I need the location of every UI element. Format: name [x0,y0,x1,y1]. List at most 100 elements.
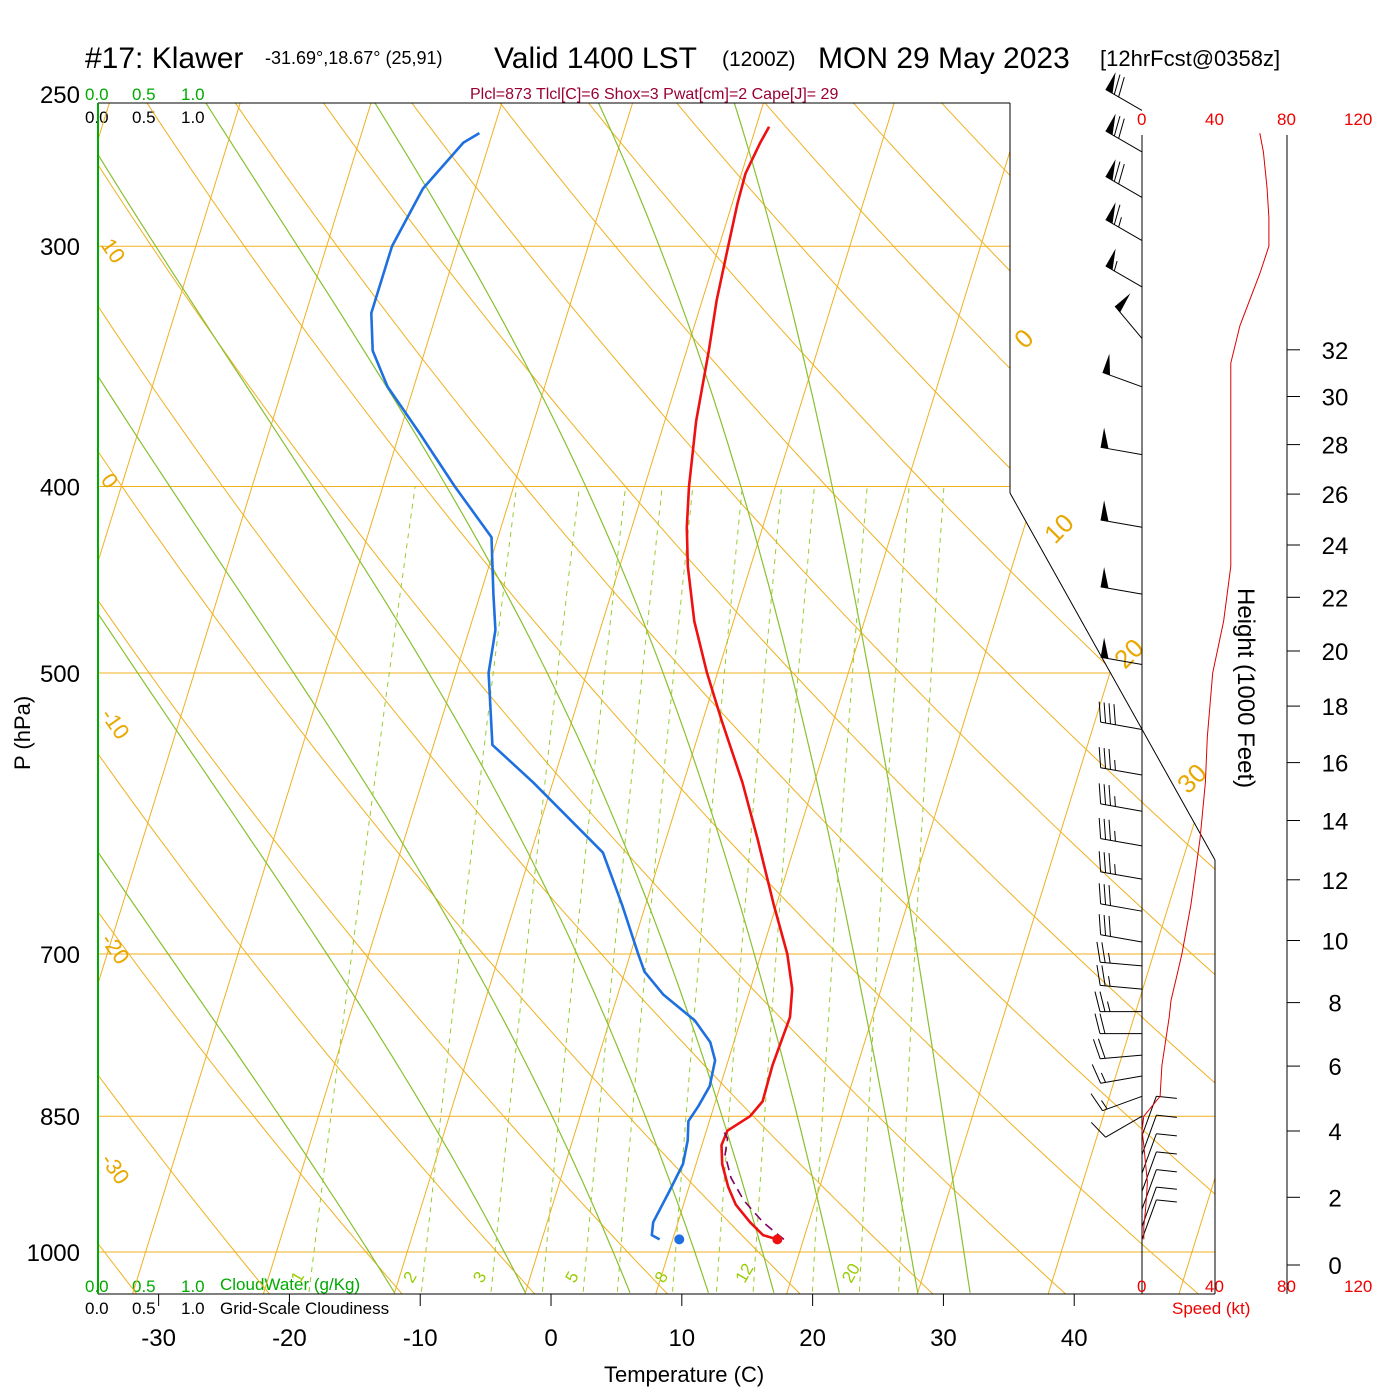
pressure-tick-300: 300 [40,234,80,261]
dry-adiabat [1162,103,1215,1294]
height-tick-22: 22 [1322,585,1349,612]
cloud-scale-green-bottom-1: 0.5 [132,1277,156,1296]
cloudwater-label: CloudWater (g/Kg) [220,1275,360,1294]
dry-adiabat [0,60,32,1332]
valid-time: Valid 1400 LST [494,42,697,75]
wind-barb [1096,964,1143,990]
wind-barb [1141,1133,1177,1174]
cloud-scale-green-bottom-2: 1.0 [181,1277,205,1296]
speed-axis-label: Speed (kt) [1172,1299,1250,1318]
cloud-scale-green-tick-2: 1.0 [181,85,205,104]
mixing-ratio-line [538,486,626,1294]
dry-adiabat [98,103,570,1294]
speed-tick-bottom-120: 120 [1344,1277,1372,1296]
mixing-ratio-line [303,486,416,1294]
temperature-tick--20: -20 [272,1325,307,1352]
dry-adiabat [727,103,1215,1294]
speed-tick-top-80: 80 [1277,110,1296,129]
cloud-scale-green-tick-0: 0.0 [85,85,109,104]
isotherm-line [98,103,372,1294]
cloud-scale-black-tick-2: 1.0 [181,108,205,127]
mixing-ratio-line [579,486,663,1294]
wind-barb [1141,1169,1177,1210]
speed-tick-top-0: 0 [1137,110,1146,129]
wind-barb [1098,747,1143,776]
height-tick-12: 12 [1322,868,1349,895]
isotherm-label-left: -10 [96,704,135,744]
pressure-tick-850: 850 [40,1104,80,1131]
forecast-info: [12hrFcst@0358z] [1100,46,1280,71]
wind-barb [1100,567,1143,595]
wind-barb [1105,113,1143,153]
wind-barb [1094,991,1142,1013]
parcel-trace [722,1130,785,1241]
isotherm-line [1047,103,1215,1294]
dry-adiabat [98,103,302,1294]
isotherm-label-right: 20 [1108,633,1150,675]
wind-barb [1098,914,1143,943]
mixing-ratio-label-8: 8 [651,1268,672,1286]
wind-barb [1100,637,1143,666]
dry-adiabat [205,103,1215,1294]
stability-indices: Plcl=873 Tlcl[C]=6 Shox=3 Pwat[cm]=2 Cap… [470,86,838,103]
dry-adiabat [379,103,1215,1294]
mixing-ratio-line [896,486,945,1294]
wind-barb [1092,1038,1143,1060]
wind-barb [1100,500,1143,528]
mixing-ratio-label-12: 12 [732,1260,758,1286]
wind-area [1141,135,1288,1294]
dry-adiabat [466,103,1215,1294]
mixing-ratio-label-2: 2 [399,1268,420,1286]
isotherm-line [786,103,1157,1294]
moist-adiabat [98,103,526,1294]
pressure-axis-title: P (hPa) [10,696,35,770]
height-tick-32: 32 [1322,338,1349,365]
pressure-tick-400: 400 [40,475,80,502]
temperature-tick-40: 40 [1061,1325,1088,1352]
dewpoint-trace [369,131,717,1241]
isotherm-line [132,103,503,1294]
wind-barb [1096,941,1143,967]
isotherm-line [98,103,241,1294]
height-tick-10: 10 [1322,929,1349,956]
isotherm-line [524,103,895,1294]
moist-adiabat [730,103,971,1293]
cloud-scale-black-tick-0: 0.0 [85,108,109,127]
speed-tick-top-40: 40 [1205,110,1224,129]
mixing-ratio-line [669,486,743,1294]
dewpoint-surface-marker [674,1234,685,1245]
wind-barb [1098,817,1143,847]
cloud-scale-green-bottom-0: 0.0 [85,1277,109,1296]
moist-adiabat [368,103,840,1293]
station-title: #17: Klawer [85,42,243,75]
temperature-axis-title: Temperature (C) [604,1362,764,1387]
mixing-ratio-line [486,486,580,1294]
wind-speed-profile [1141,133,1270,1240]
moist-adiabat [199,103,775,1293]
wind-barb [1102,353,1143,388]
height-tick-8: 8 [1328,991,1341,1018]
cloud-scale-black-bottom-0: 0.0 [85,1299,109,1318]
isotherm-label-left: 10 [96,234,131,268]
cloud-scale-black-bottom-1: 0.5 [132,1299,156,1318]
wind-barb [1105,202,1143,242]
mixing-ratio-line [613,486,694,1294]
height-tick-2: 2 [1328,1185,1341,1212]
wind-barbs [1090,72,1177,1240]
cloud-scale-black-tick-1: 0.5 [132,108,156,127]
cloud-scale-black-bottom-2: 1.0 [181,1299,205,1318]
isotherm-line [262,103,634,1294]
height-axis-title: Height (1000 Feet) [1232,588,1259,788]
temperature-surface-marker [772,1234,783,1245]
isotherm-label-right: 0 [1008,323,1039,354]
isotherm-line [393,103,764,1294]
height-tick-20: 20 [1322,639,1349,666]
dry-adiabat [553,103,1215,1294]
mixing-ratio-line [416,486,518,1294]
speed-tick-bottom-0: 0 [1137,1277,1146,1296]
temperature-tick--30: -30 [141,1325,176,1352]
wind-barb [1141,1151,1177,1192]
dry-adiabat [98,103,974,1294]
